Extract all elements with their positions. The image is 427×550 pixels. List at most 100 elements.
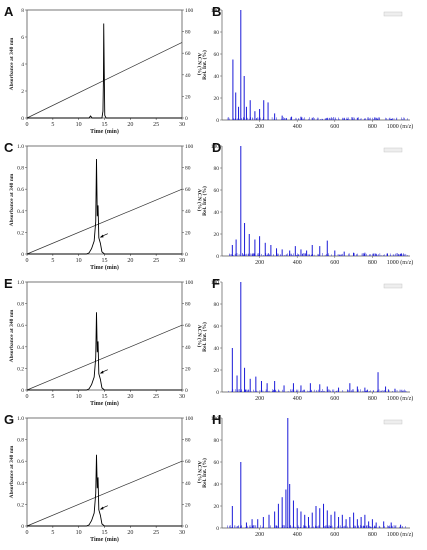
legend-box-f [383,283,403,289]
x-axis-label-h: 1000 (m/z) [387,531,414,538]
y-tick-label-b: 0 [216,118,219,124]
y2-tick-label-e: 40 [185,345,191,351]
x-tick-label-c: 25 [153,258,159,264]
panel-label-b: B [212,4,222,19]
x-tick-label-c: 30 [179,258,185,264]
y2-axis-label-g: ACN (%) [196,461,203,484]
y-axis-label-a: Absorbance at 340 nm [9,37,15,90]
plot-frame-g [26,417,183,527]
y-tick-label-b: 100 [211,8,220,14]
panel-label-d: D [212,140,222,155]
x-axis-label-b: 1000 (m/z) [387,123,414,130]
legend-box-d [383,147,403,153]
y-tick-label-c: 0 [21,252,24,258]
y-tick-label-b: 80 [214,30,220,36]
y-tick-label-d: 100 [211,144,220,150]
y-tick-label-a: 0 [21,116,24,122]
y-axis-label-g: Absorbance at 340 nm [9,445,15,498]
chromatogram-trace-a [27,23,182,119]
y2-tick-label-a: 100 [185,8,194,14]
x-tick-label-d: 200 [255,260,264,266]
x-tick-label-h: 400 [293,532,302,538]
x-tick-label-f: 200 [255,396,264,402]
y-tick-label-f: 80 [214,302,220,308]
chromatogram-trace-c [27,158,182,255]
gradient-line-e [26,324,183,391]
x-tick-label-g: 20 [127,530,133,536]
y-tick-label-c: 0.6 [17,187,24,193]
y-tick-label-g: 0.8 [17,438,24,444]
panel-label-e: E [4,276,13,291]
x-tick-label-f: 600 [330,396,339,402]
y-tick-label-e: 0.8 [17,302,24,308]
y-tick-label-c: 0.8 [17,166,24,172]
x-tick-label-g: 10 [76,530,82,536]
x-tick-label-a: 25 [153,122,159,128]
peak-arrowhead-g [99,506,104,510]
y-tick-label-g: 0.2 [17,502,24,508]
y2-tick-label-c: 80 [185,166,191,172]
y2-tick-label-a: 60 [185,51,191,57]
y2-tick-label-e: 60 [185,323,191,329]
gradient-line-c [26,188,183,255]
y-tick-label-f: 40 [214,346,220,352]
y-tick-label-c: 0.4 [17,209,24,215]
y-tick-label-h: 80 [214,438,220,444]
y2-tick-label-a: 40 [185,73,191,79]
y-tick-label-g: 0.6 [17,459,24,465]
y-tick-label-h: 0 [216,526,219,532]
panel-label-f: F [212,276,220,291]
y-tick-label-h: 100 [211,416,220,422]
x-tick-label-g: 30 [179,530,185,536]
y-tick-label-a: 2 [21,89,24,95]
x-axis-label-c: Time (min) [90,264,119,271]
legend-box-h [383,419,403,425]
x-axis-label-d: 1000 (m/z) [387,259,414,266]
y-tick-label-f: 100 [211,280,220,286]
y-tick-label-b: 40 [214,74,220,80]
x-tick-label-c: 10 [76,258,82,264]
x-tick-label-d: 800 [368,260,377,266]
y2-tick-label-a: 0 [185,116,188,122]
x-tick-label-e: 5 [51,394,54,400]
panel-label-c: C [4,140,14,155]
y2-tick-label-e: 0 [185,388,188,394]
y2-tick-label-c: 40 [185,209,191,215]
x-tick-label-d: 600 [330,260,339,266]
x-tick-label-e: 0 [26,394,29,400]
y-tick-label-e: 0.4 [17,345,24,351]
y-tick-label-g: 0.4 [17,481,24,487]
x-tick-label-a: 15 [102,122,108,128]
x-tick-label-b: 600 [330,124,339,130]
y2-tick-label-g: 60 [185,459,191,465]
y2-axis-label-c: ACN (%) [196,189,203,212]
y2-tick-label-a: 20 [185,94,191,100]
y-tick-label-f: 60 [214,324,220,330]
y-axis-label-b: Rel. Int. (%) [201,50,208,80]
y2-tick-label-e: 80 [185,302,191,308]
x-tick-label-g: 0 [26,530,29,536]
x-tick-label-d: 400 [293,260,302,266]
y-tick-label-d: 0 [216,254,219,260]
x-tick-label-c: 0 [26,258,29,264]
x-tick-label-b: 400 [293,124,302,130]
panel-label-g: G [4,412,15,427]
plot-frame-e [26,281,183,391]
x-tick-label-a: 20 [127,122,133,128]
x-tick-label-e: 25 [153,394,159,400]
y-axis-label-c: Absorbance at 340 nm [9,173,15,226]
y-tick-label-h: 40 [214,482,220,488]
y-tick-label-d: 20 [214,232,220,238]
y-axis-label-h: Rel. Int. (%) [201,458,208,488]
x-axis-label-f: 1000 (m/z) [387,395,414,402]
y-tick-label-c: 1.0 [17,144,24,150]
x-tick-label-e: 10 [76,394,82,400]
peak-arrowhead-c [99,234,104,238]
y-tick-label-e: 0 [21,388,24,394]
y2-tick-label-c: 60 [185,187,191,193]
legend-box-b [383,11,403,17]
y-tick-label-e: 0.2 [17,366,24,372]
x-tick-label-h: 600 [330,532,339,538]
x-tick-label-c: 15 [102,258,108,264]
